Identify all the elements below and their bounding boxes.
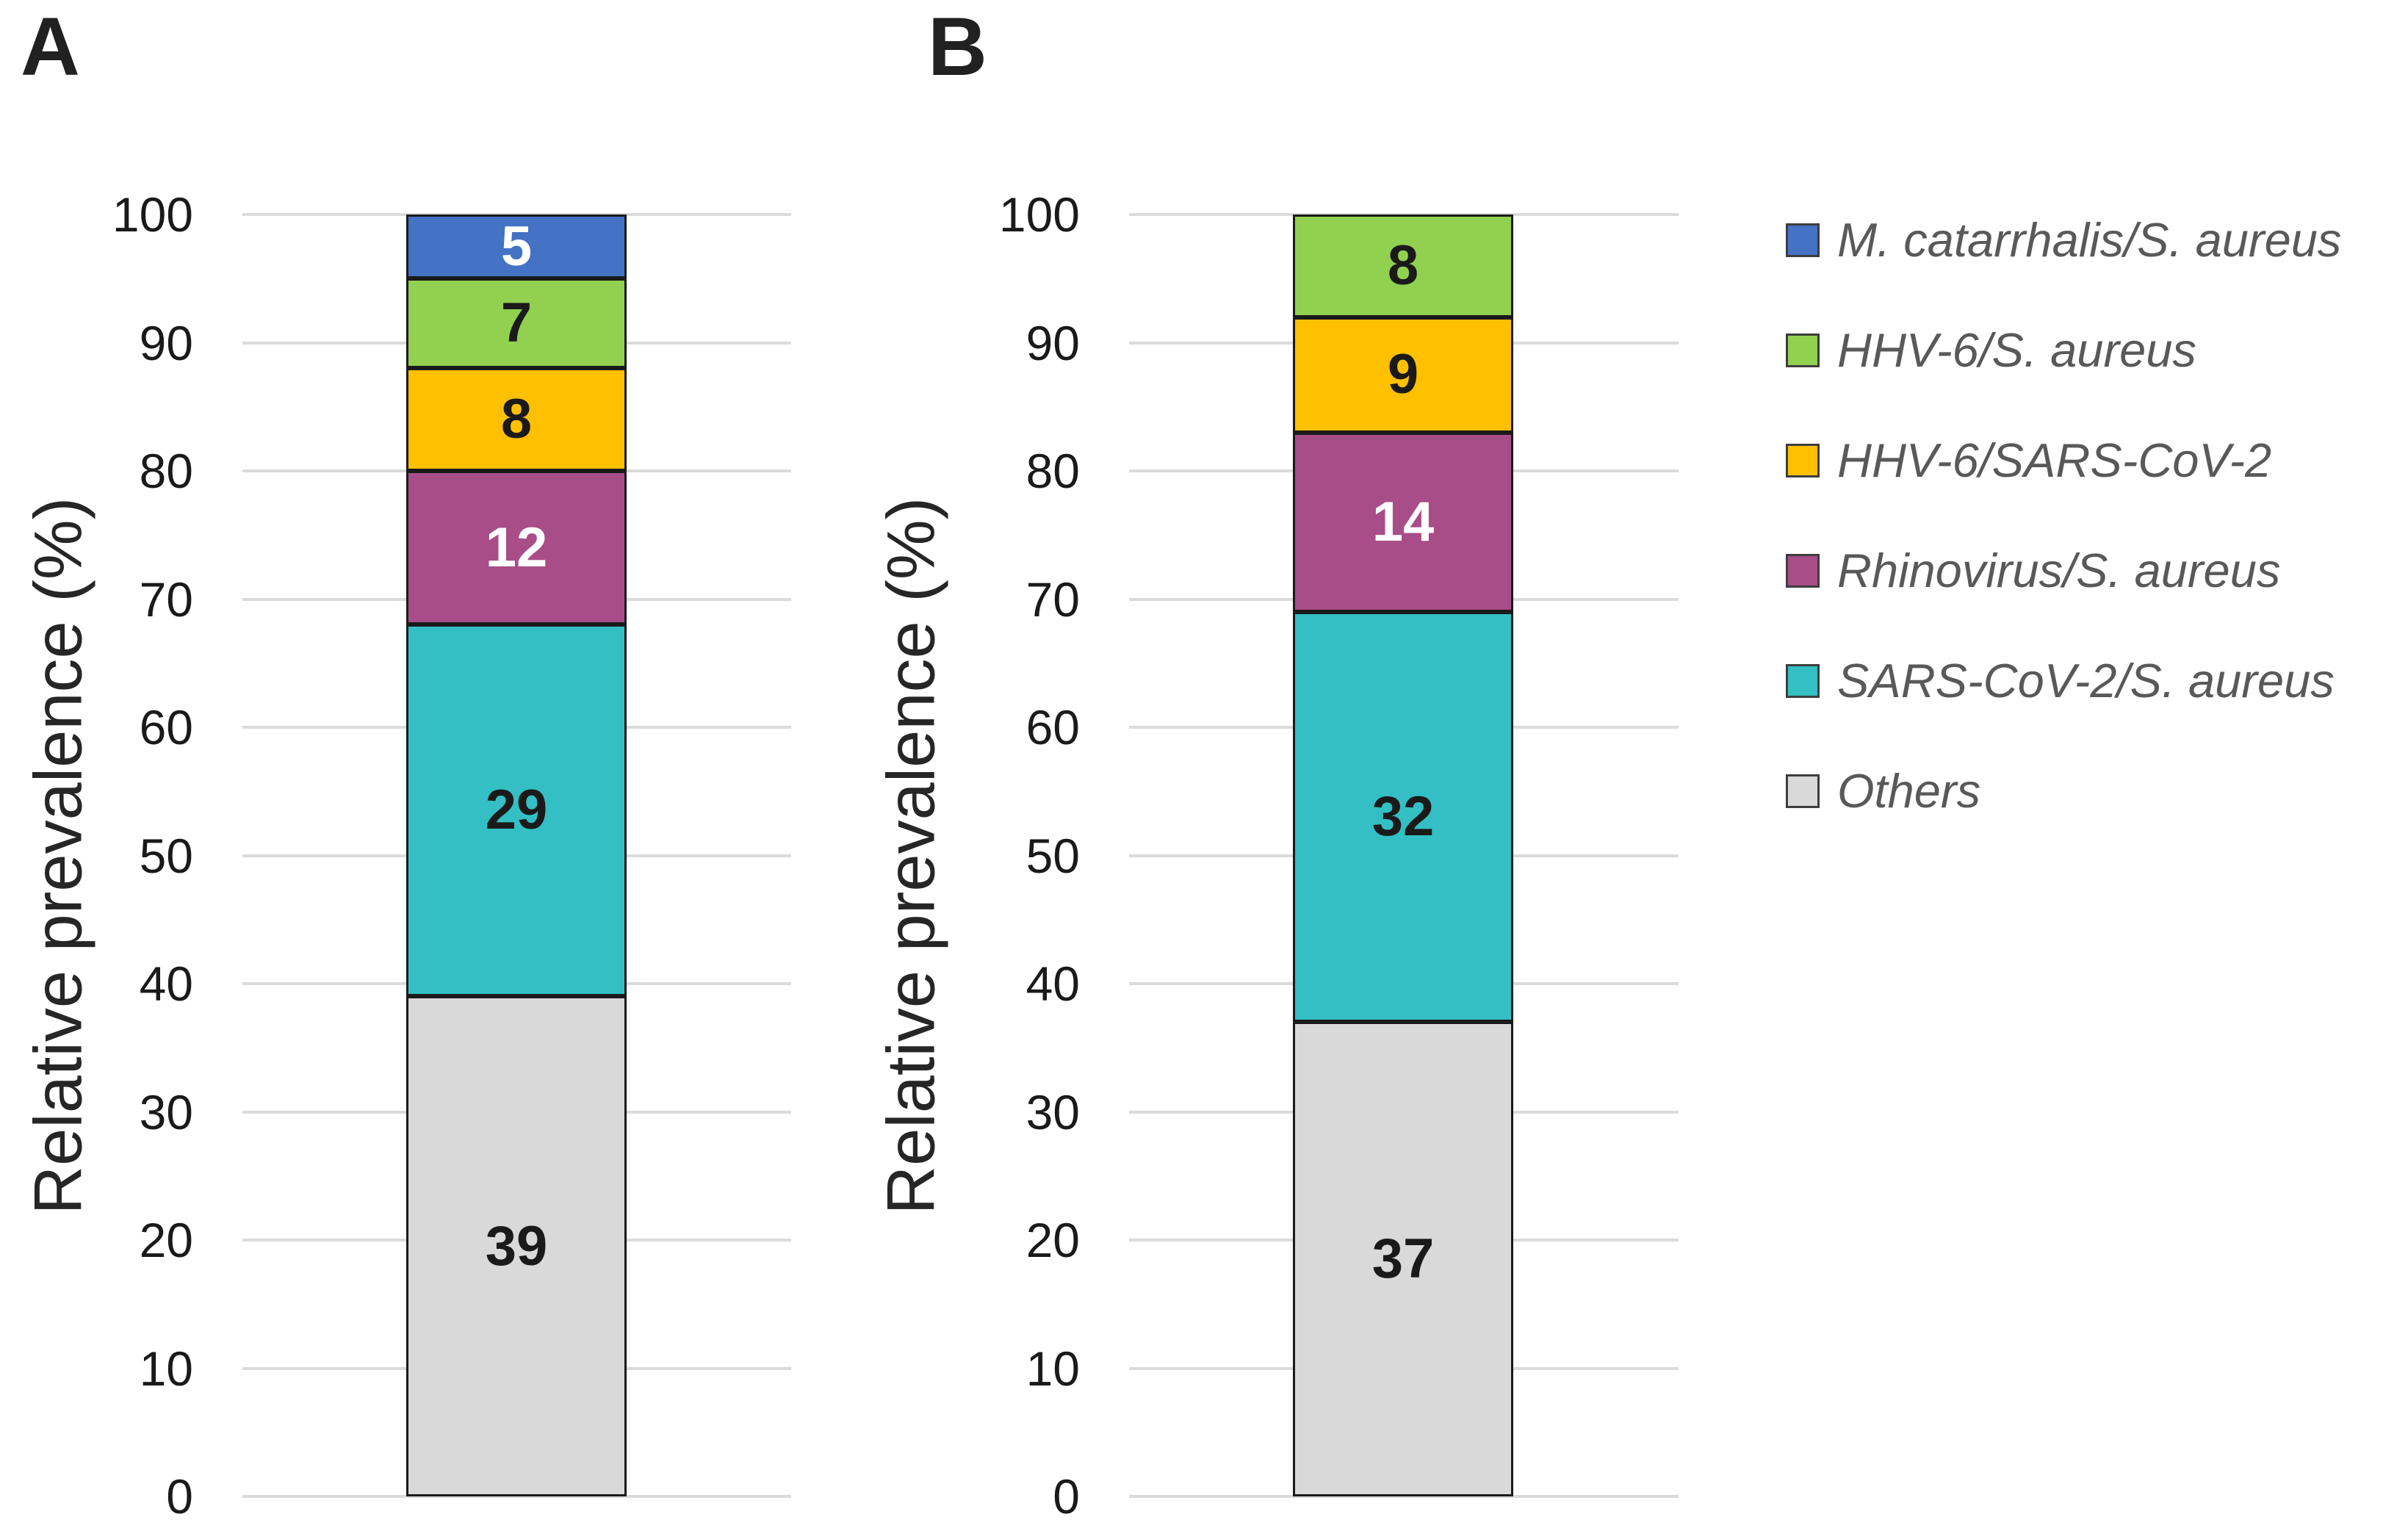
gridline [242, 1495, 791, 1498]
y-axis-tick-label: 90 [139, 315, 193, 370]
bar-segment-hhv-6-sars-cov-2: 8 [406, 368, 627, 471]
y-axis-tick-label: 70 [1025, 572, 1080, 627]
bar-segment-rhinovirus-s-aureus: 12 [406, 471, 627, 625]
bar-segment-value: 9 [1387, 343, 1419, 406]
y-axis-tick-label: 20 [1025, 1213, 1080, 1267]
y-axis-tick-label: 40 [139, 956, 193, 1011]
legend-swatch [1786, 334, 1820, 367]
y-axis-tick-label: 30 [1025, 1084, 1080, 1139]
bar-segment-hhv-6-s-aureus: 8 [1293, 215, 1513, 317]
bar-segment-rhinovirus-s-aureus: 14 [1293, 432, 1513, 612]
bar-segment-hhv-6-s-aureus: 7 [406, 278, 627, 369]
y-axis-tick-label: 0 [166, 1469, 193, 1524]
legend-item-rhinovirus-s-aureus: Rhinovirus/S. aureus [1786, 545, 2280, 597]
legend-item-hhv-6-sars-cov-2: HHV-6/SARS-CoV-2 [1786, 435, 2271, 486]
bar-segment-value: 5 [500, 215, 533, 278]
legend-item-m-catarrhalis-s-aureus: M. catarrhalis/S. aureus [1786, 215, 2341, 266]
bar-segment-sars-cov-2-s-aureus: 32 [1293, 611, 1513, 1023]
bar-segment-value: 29 [485, 779, 548, 842]
bar-segment-value: 7 [500, 292, 533, 355]
y-axis-tick-label: 20 [139, 1213, 193, 1267]
y-axis-tick-label: 10 [1025, 1341, 1080, 1396]
bar-segment-value: 8 [1387, 234, 1419, 297]
y-axis-tick-label: 50 [1025, 828, 1080, 883]
bar-segment-value: 14 [1371, 490, 1435, 553]
legend-label: HHV-6/S. aureus [1837, 323, 2196, 377]
legend-label: SARS-CoV-2/S. aureus [1837, 654, 2335, 707]
legend-item-sars-cov-2-s-aureus: SARS-CoV-2/S. aureus [1786, 655, 2335, 707]
y-axis-tick-label: 50 [139, 828, 193, 883]
y-axis-tick-label: 60 [139, 700, 193, 754]
bar-segment-value: 39 [485, 1214, 548, 1277]
legend-item-hhv-6-s-aureus: HHV-6/S. aureus [1786, 325, 2196, 376]
bar-segment-value: 32 [1371, 785, 1435, 848]
gridline [1129, 1495, 1679, 1498]
legend-swatch [1786, 444, 1820, 478]
bar-segment-sars-cov-2-s-aureus: 29 [406, 624, 627, 997]
y-axis-tick-label: 100 [112, 187, 193, 242]
bar-segment-others: 37 [1293, 1022, 1513, 1496]
y-axis-tick-label: 10 [139, 1341, 193, 1396]
y-axis-tick-label: 100 [998, 187, 1080, 242]
y-axis-tick-label: 90 [1025, 315, 1080, 370]
legend-label: HHV-6/SARS-CoV-2 [1837, 433, 2272, 487]
panel-b-label: B [928, 1, 987, 93]
bar-segment-others: 39 [406, 996, 627, 1496]
bar-segment-value: 37 [1371, 1228, 1435, 1291]
bar-segment-m-catarrhalis-s-aureus: 5 [406, 215, 627, 279]
y-axis-tick-label: 80 [1025, 444, 1080, 498]
legend-item-others: Others [1786, 765, 1980, 817]
y-axis-tick-label: 80 [139, 444, 193, 498]
legend-swatch [1786, 774, 1820, 808]
bar-segment-hhv-6-sars-cov-2: 9 [1293, 317, 1513, 433]
y-axis-tick-label: 30 [139, 1084, 193, 1139]
legend-swatch [1786, 554, 1820, 588]
y-axis-tick-label: 40 [1025, 956, 1080, 1011]
legend-label: Others [1837, 764, 1981, 818]
legend-label: Rhinovirus/S. aureus [1837, 544, 2281, 597]
legend-swatch [1786, 223, 1820, 257]
y-axis-tick-label: 0 [1053, 1469, 1080, 1524]
bar-segment-value: 12 [485, 516, 548, 579]
legend-label: M. catarrhalis/S. aureus [1837, 213, 2342, 267]
y-axis-tick-label: 70 [139, 572, 193, 627]
bar-segment-value: 8 [500, 388, 533, 451]
legend-swatch [1786, 664, 1820, 698]
panel-a-label: A [21, 1, 80, 93]
y-axis-tick-label: 60 [1025, 700, 1080, 754]
